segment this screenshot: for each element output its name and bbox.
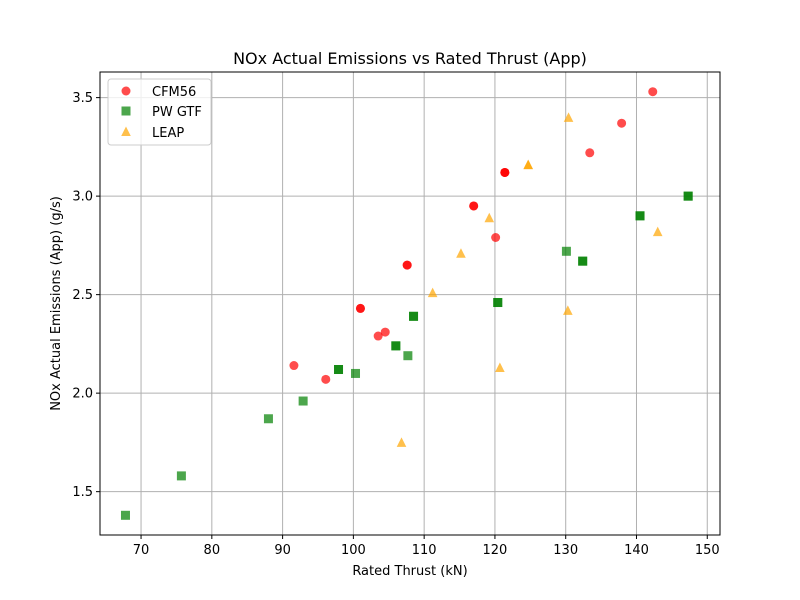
point-pw-gtf xyxy=(391,341,401,351)
point-cfm56 xyxy=(380,327,390,337)
y-tick-label: 3.5 xyxy=(72,91,93,106)
point-cfm56 xyxy=(469,201,479,211)
legend: CFM56 PW GTF LEAP xyxy=(107,78,212,146)
point-cfm56 xyxy=(402,260,412,270)
point-leap xyxy=(427,287,438,298)
point-leap xyxy=(652,226,663,237)
point-pw-gtf xyxy=(409,311,419,321)
legend-marker-cfm56 xyxy=(121,86,131,96)
point-pw-gtf xyxy=(176,471,186,481)
point-cfm56 xyxy=(648,87,658,97)
y-tick-label: 3.0 xyxy=(72,190,93,205)
plot-area-frame xyxy=(99,71,721,536)
y-tick-label: 2.0 xyxy=(72,387,93,402)
point-leap xyxy=(563,305,573,315)
axis-ticks: 70 80 90 100 110 120 130 140 150 1.5 2.0 2.5 3.0 3.5 xyxy=(72,91,719,558)
point-pw-gtf xyxy=(635,211,645,221)
x-tick-label: 150 xyxy=(695,543,720,558)
point-pw-gtf xyxy=(561,246,571,256)
legend-marker-pw-gtf xyxy=(121,106,131,116)
x-axis-title: Rated Thrust (kN) xyxy=(352,564,467,579)
legend-label-leap: LEAP xyxy=(152,126,184,141)
point-pw-gtf xyxy=(493,298,503,308)
x-tick-label: 80 xyxy=(204,543,221,558)
point-pw-gtf xyxy=(120,510,130,520)
point-pw-gtf xyxy=(578,256,588,266)
point-pw-gtf xyxy=(351,368,361,378)
point-leap xyxy=(523,159,533,170)
point-cfm56 xyxy=(585,148,595,158)
x-tick-label: 120 xyxy=(483,543,508,558)
point-leap xyxy=(456,248,466,258)
point-leap xyxy=(563,112,574,122)
point-pw-gtf xyxy=(683,191,693,201)
point-cfm56 xyxy=(617,118,627,128)
x-tick-label: 130 xyxy=(553,543,578,558)
legend-frame xyxy=(107,78,212,146)
chart-title: NOx Actual Emissions vs Rated Thrust (Ap… xyxy=(233,49,587,68)
gridlines xyxy=(100,72,720,535)
point-pw-gtf xyxy=(334,365,344,375)
point-cfm56 xyxy=(500,167,510,177)
data-points xyxy=(120,87,693,520)
y-tick-label: 1.5 xyxy=(72,485,93,500)
y-tick-label: 2.5 xyxy=(72,288,93,303)
point-leap xyxy=(495,362,505,373)
point-cfm56 xyxy=(289,361,299,371)
point-pw-gtf xyxy=(298,396,308,406)
x-tick-label: 140 xyxy=(624,543,649,558)
point-cfm56 xyxy=(355,303,365,313)
x-tick-label: 100 xyxy=(341,543,366,558)
point-cfm56 xyxy=(491,232,501,242)
point-pw-gtf xyxy=(403,351,413,361)
point-leap xyxy=(396,437,407,447)
point-cfm56 xyxy=(373,331,383,341)
point-leap xyxy=(484,212,495,223)
legend-label-cfm56: CFM56 xyxy=(152,85,196,100)
y-axis-title: NOx Actual Emissions (App) (g/s) xyxy=(49,196,64,411)
point-pw-gtf xyxy=(263,414,273,424)
x-tick-label: 110 xyxy=(412,543,437,558)
legend-label-pw-gtf: PW GTF xyxy=(152,105,202,120)
x-tick-label: 70 xyxy=(133,543,150,558)
legend-marker-leap xyxy=(121,126,131,136)
x-tick-label: 90 xyxy=(274,543,291,558)
point-cfm56 xyxy=(321,374,331,384)
